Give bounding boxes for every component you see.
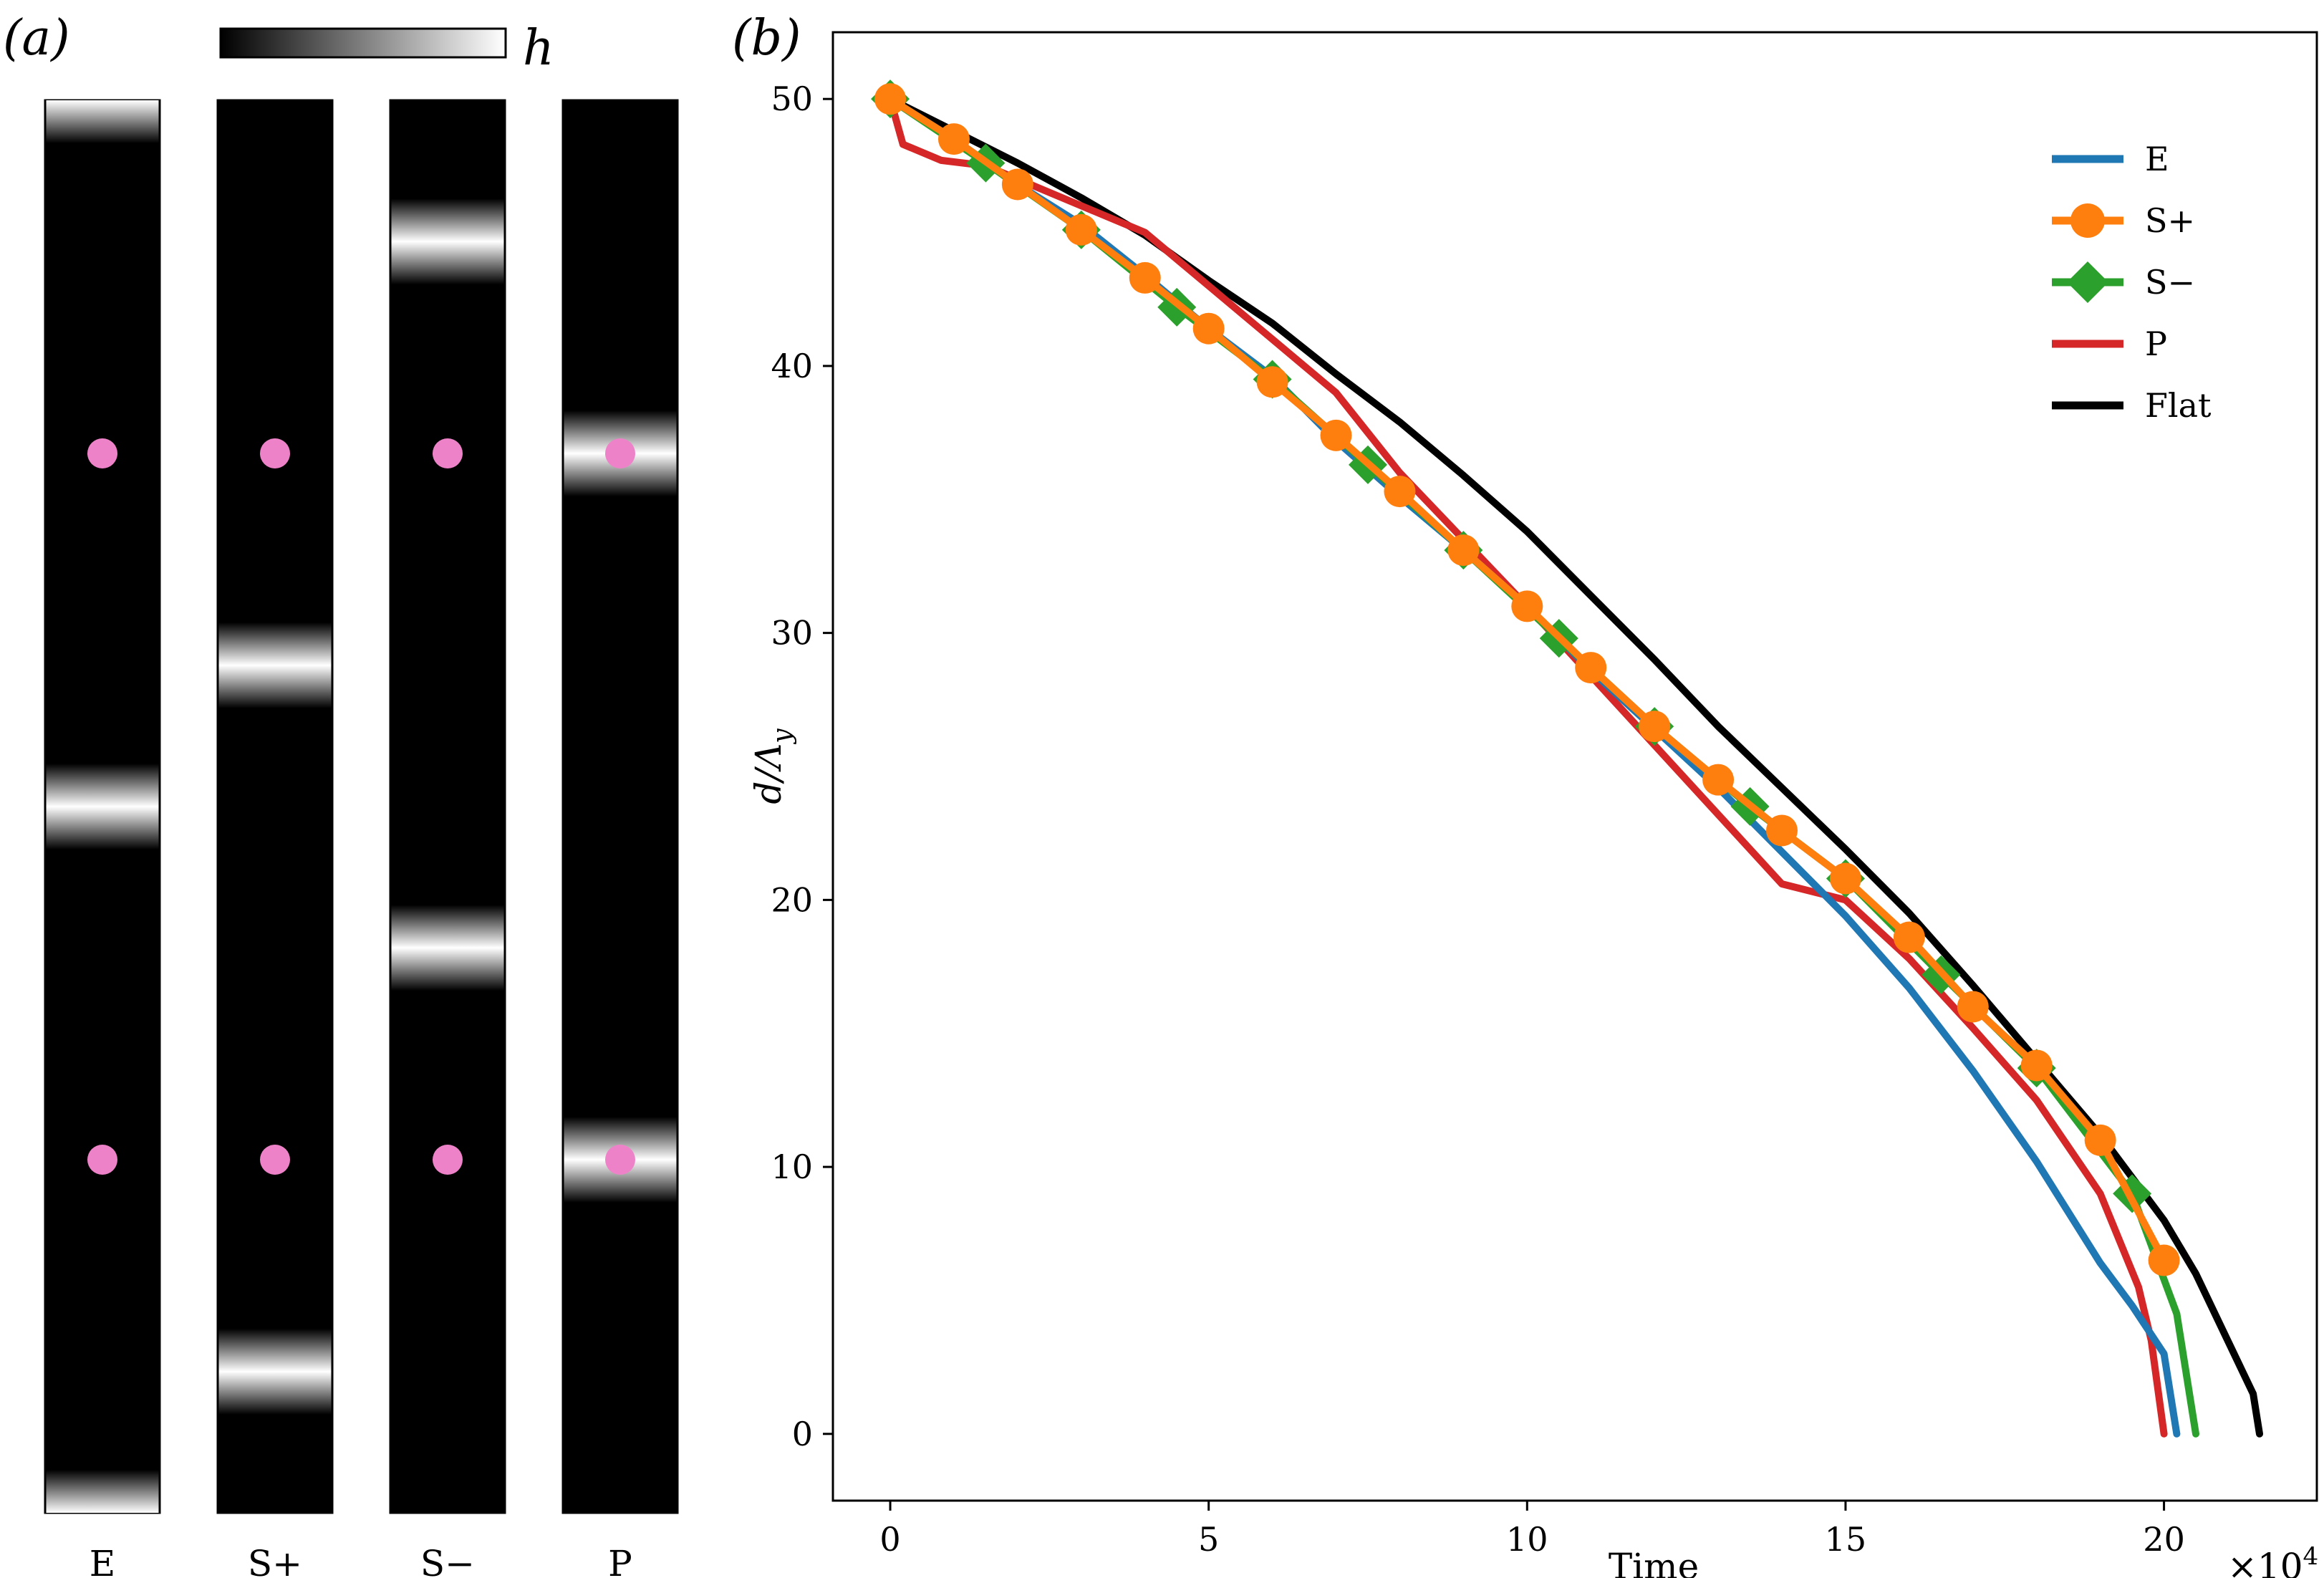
strips-group: E S+ S− P [44, 99, 679, 1578]
strip-E-marker-0 [87, 438, 117, 468]
colorbar-label: h [523, 20, 554, 77]
series-S+-point-2 [1001, 168, 1033, 201]
strip-label-S+: S+ [248, 1543, 302, 1578]
panel-a: (a) h E S+ S− P [3, 10, 679, 1578]
series-S+-point-19 [2084, 1124, 2116, 1156]
x-tick-label-15: 15 [1825, 1520, 1867, 1559]
strip-label-P: P [608, 1543, 632, 1578]
legend-label-Flat: Flat [2145, 386, 2212, 425]
series-S+-point-6 [1256, 366, 1288, 398]
y-tick-label-20: 20 [771, 880, 813, 919]
series-S+-point-16 [1893, 921, 1925, 953]
series-S+-point-20 [2148, 1244, 2180, 1276]
legend-label-S+: S+ [2145, 201, 2195, 240]
strip-S+-stripe-0 [218, 622, 332, 708]
strip-E-stripe-0 [46, 100, 159, 143]
strip-S+-marker-1 [260, 1145, 290, 1175]
x-multiplier: ×104 [2227, 1542, 2318, 1578]
strip-label-S-: S− [420, 1543, 475, 1578]
x-multiplier-base: ×10 [2227, 1546, 2303, 1578]
series-S+-point-4 [1129, 261, 1161, 294]
series-S+-point-13 [1702, 764, 1735, 796]
x-axis-label: Time [1609, 1546, 1699, 1578]
series-S+-point-5 [1192, 312, 1225, 345]
panel-b: (b) 0 5 10 15 20 0 10 20 30 40 50 Time ×104 d/Λy E… [732, 10, 2318, 1578]
x-multiplier-exp: 4 [2303, 1542, 2319, 1571]
series-S+-point-12 [1639, 711, 1671, 743]
y-axis-label-sub: y [768, 728, 797, 745]
y-tick-label-0: 0 [792, 1415, 813, 1453]
legend: E S+ S− P Flat [2052, 140, 2212, 425]
x-tick-label-5: 5 [1198, 1520, 1219, 1559]
x-tick-label-20: 20 [2143, 1520, 2185, 1559]
series-S+-point-0 [874, 83, 907, 115]
y-tick-label-40: 40 [771, 347, 813, 385]
strip-S+ [216, 99, 334, 1514]
strip-S--stripe-0 [391, 198, 504, 285]
series-group [871, 80, 2263, 1438]
strip-E-stripe-2 [46, 1470, 159, 1513]
x-tick-label-0: 0 [879, 1520, 900, 1559]
legend-marker-S- [2067, 261, 2108, 303]
strip-S--stripe-1 [391, 905, 504, 991]
panel-a-label: (a) [3, 10, 70, 67]
y-axis-label-main: d/Λ [748, 744, 789, 804]
y-axis-label: d/Λy [748, 728, 797, 804]
strip-label-E: E [90, 1543, 116, 1578]
y-tick-label-30: 30 [771, 614, 813, 653]
x-tick-label-10: 10 [1506, 1520, 1548, 1559]
series-S+-point-9 [1447, 534, 1480, 567]
strip-P [561, 99, 679, 1514]
strip-S- [389, 99, 506, 1514]
series-S+-point-14 [1766, 814, 1798, 847]
strip-P-marker-0 [605, 438, 635, 468]
series-S+-point-15 [1829, 862, 1861, 895]
strip-S+-stripe-1 [218, 1328, 332, 1415]
legend-label-E: E [2145, 140, 2169, 178]
y-tick-label-10: 10 [771, 1148, 813, 1186]
series-S+-point-7 [1320, 419, 1352, 451]
series-S+-point-11 [1575, 652, 1607, 684]
legend-marker-S+ [2070, 203, 2105, 238]
panel-b-label: (b) [732, 10, 801, 67]
colorbar [219, 27, 507, 59]
axis-ticks: 0 5 10 15 20 0 10 20 30 40 50 [771, 80, 2184, 1559]
y-tick-label-50: 50 [771, 80, 813, 118]
series-S+-point-18 [2020, 1049, 2053, 1082]
strip-S--marker-0 [433, 438, 463, 468]
series-S+-point-8 [1384, 476, 1416, 508]
series-S+-point-10 [1511, 590, 1543, 622]
legend-label-S-: S− [2145, 263, 2195, 302]
series-S+-point-17 [1957, 991, 1989, 1023]
strip-E-marker-1 [87, 1145, 117, 1175]
strip-E-stripe-1 [46, 764, 159, 850]
series-S+-point-3 [1065, 213, 1097, 246]
strip-S+-marker-0 [260, 438, 290, 468]
plot-area [831, 31, 2318, 1502]
strip-S--marker-1 [433, 1145, 463, 1175]
series-S+-point-1 [937, 123, 970, 155]
legend-label-P: P [2145, 324, 2167, 363]
strip-P-marker-1 [605, 1145, 635, 1175]
